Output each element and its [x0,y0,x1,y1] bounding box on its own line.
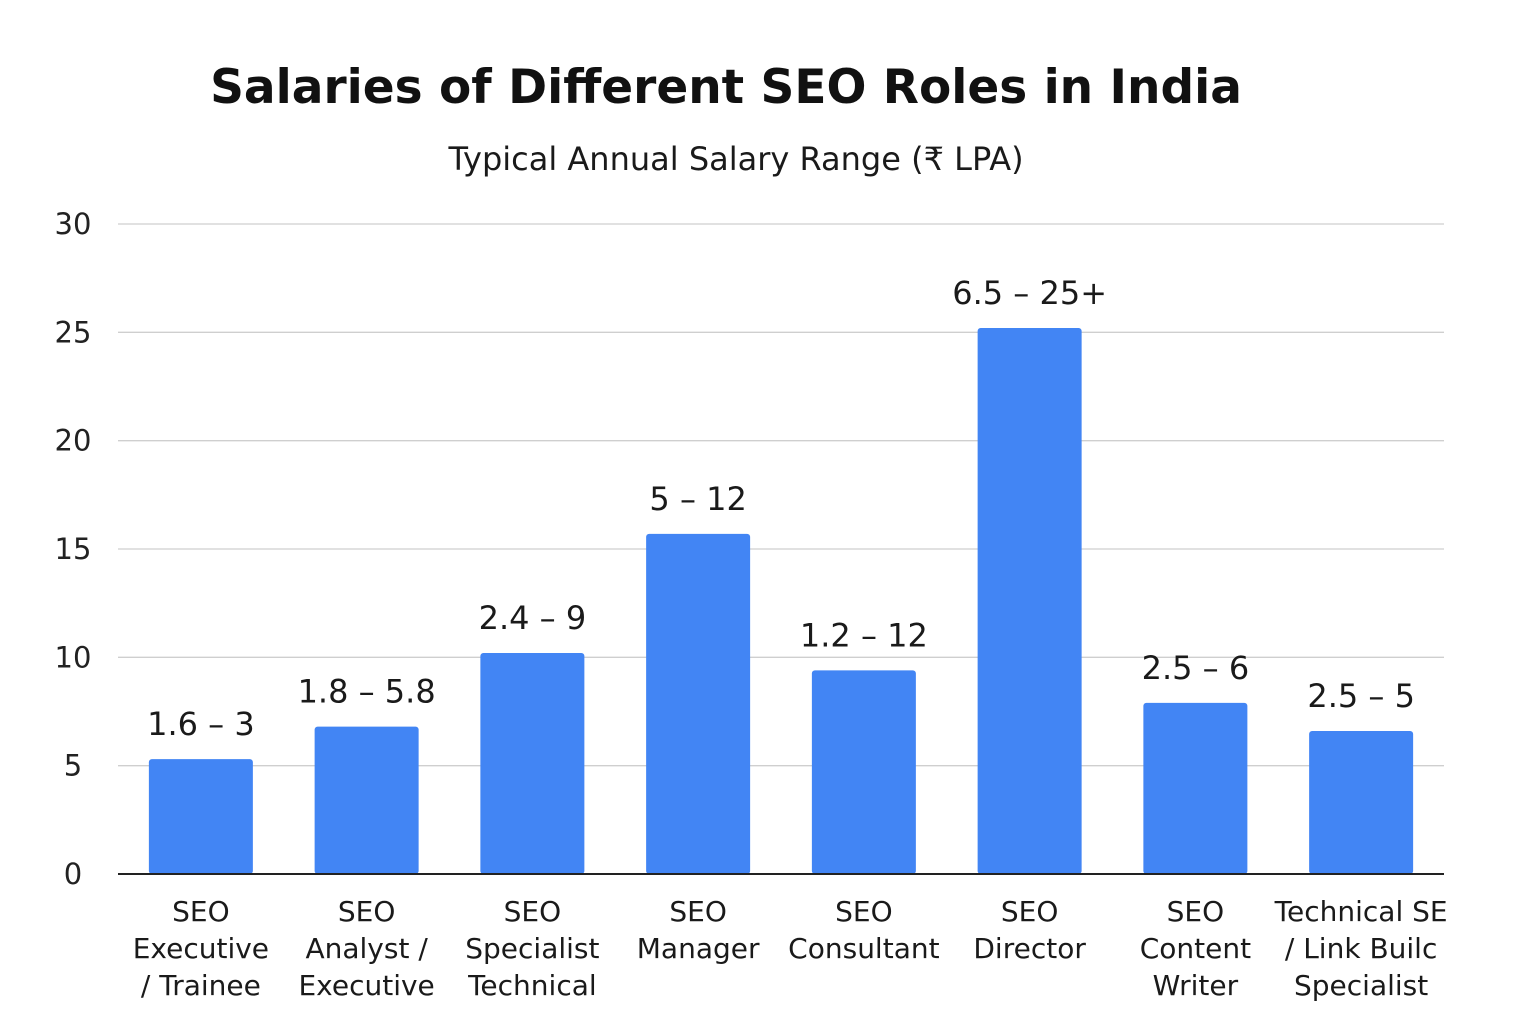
x-tick-label-line: Director [973,932,1086,965]
x-tick-label-line: SEO [338,895,396,928]
x-tick-label-line: SEO [172,895,230,928]
y-tick-label: 25 [55,315,92,349]
bar [646,533,751,874]
bar [480,653,585,874]
bar [1143,702,1248,874]
x-tick-label-line: SEO [504,895,562,928]
data-label: 1.8 – 5.8 [298,673,436,711]
x-axis-ticks: SEO Executive / Trainee SEO Analyst / Executi… [133,895,1448,1002]
x-tick-label-line: Consultant [788,932,939,965]
data-label: 6.5 – 25+ [952,274,1107,312]
x-tick-label: SEO Manager [637,895,760,965]
y-tick-label: 15 [55,532,92,566]
x-tick-label: SEO Executive / Trainee [133,895,269,1002]
data-label: 2.5 – 6 [1142,649,1250,687]
x-tick-label: SEO Specialist Technical [465,895,599,1002]
bar [977,328,1082,874]
x-tick-label: SEO Director [973,895,1086,965]
chart-subtitle: Typical Annual Salary Range (₹ LPA) [447,140,1023,178]
x-tick-label-line: / Link Builc [1285,932,1437,965]
bar [1309,731,1414,874]
x-tick-label-line: Content [1140,932,1251,965]
x-tick-label-line: Specialist [465,932,599,965]
x-tick-label-line: SEO [1167,895,1225,928]
data-labels: 1.6 – 3 1.8 – 5.8 2.4 – 9 5 – 12 1.2 – 12 6.5… [147,274,1415,743]
data-label: 2.4 – 9 [479,599,587,637]
x-tick-label-line: Specialist [1294,969,1428,1002]
x-tick-label: Technical SE / Link Builc Specialist [1274,895,1448,1002]
data-label: 1.2 – 12 [800,616,928,654]
x-tick-label-line: Technical SE [1274,895,1448,928]
x-tick-label-line: SEO [669,895,727,928]
y-tick-label: 20 [55,424,92,458]
x-tick-label-line: SEO [835,895,893,928]
x-tick-label-line: SEO [1001,895,1059,928]
x-tick-label-line: / Trainee [141,969,261,1002]
bar [148,759,253,874]
y-tick-label: 5 [64,749,82,783]
x-tick-label: SEO Content Writer [1140,895,1251,1002]
x-tick-label-line: Executive [133,932,269,965]
x-tick-label-line: Analyst / [305,932,428,965]
x-tick-label: SEO Analyst / Executive [298,895,434,1002]
y-axis-ticks: 0 5 10 15 20 25 30 [55,207,92,891]
x-tick-label-line: Manager [637,932,760,965]
y-tick-label: 30 [55,207,92,241]
y-tick-label: 0 [64,857,82,891]
bars [148,328,1414,874]
x-tick-label: SEO Consultant [788,895,939,965]
data-label: 2.5 – 5 [1307,677,1415,715]
bar [314,726,419,874]
chart-title: Salaries of Different SEO Roles in India [210,60,1242,115]
y-tick-label: 10 [55,640,92,674]
data-label: 1.6 – 3 [147,705,255,743]
x-tick-label-line: Technical [467,969,597,1002]
x-tick-label-line: Executive [298,969,434,1002]
x-tick-label-line: Writer [1153,969,1239,1002]
bar [811,670,916,874]
data-label: 5 – 12 [649,480,746,518]
